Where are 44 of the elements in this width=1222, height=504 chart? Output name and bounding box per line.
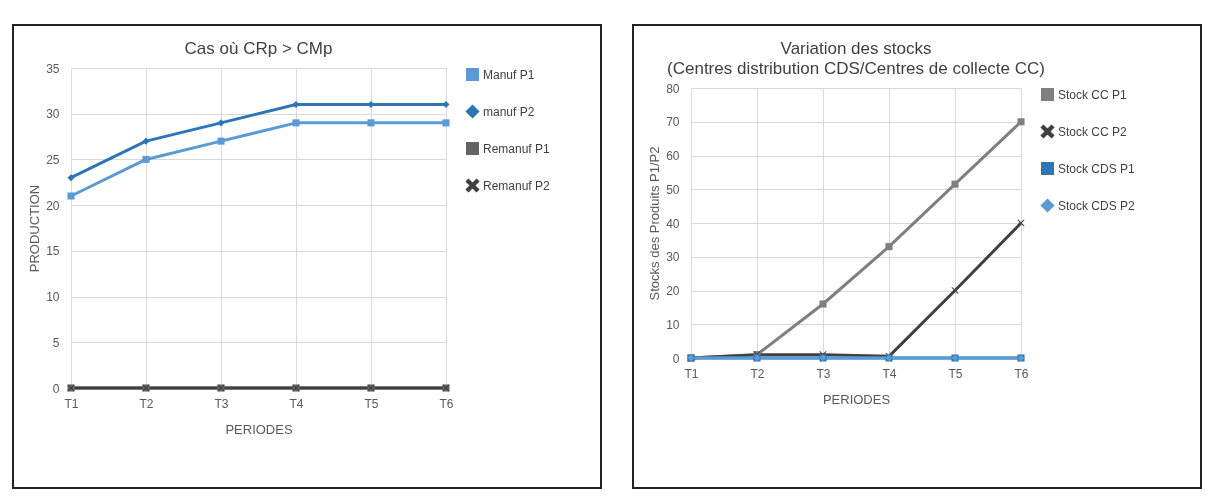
- x-axis-title: PERIODES: [822, 391, 891, 407]
- x-axis-title: PERIODES: [225, 421, 293, 437]
- x-tick-label: T2: [750, 366, 765, 381]
- x-tick-label: T3: [214, 396, 229, 411]
- x-tick-label: T4: [882, 366, 897, 381]
- y-tick-label: 20: [46, 198, 60, 213]
- legend-label: Manuf P1: [483, 67, 535, 82]
- x-tick-label: T1: [64, 396, 79, 411]
- y-tick-label: 35: [46, 61, 60, 76]
- y-tick-label: 0: [52, 381, 60, 396]
- x-tick-label: T1: [684, 366, 699, 381]
- y-tick-label: 20: [666, 284, 680, 298]
- x-tick-label: T2: [139, 396, 154, 411]
- x-tick-label: T6: [439, 396, 454, 411]
- legend-label: manuf P2: [483, 104, 535, 119]
- y-tick-label: 5: [52, 335, 60, 350]
- legend-label: Stock CC P1: [1058, 87, 1128, 102]
- y-tick-label: 80: [666, 81, 680, 96]
- y-tick-label: 70: [666, 115, 680, 130]
- y-axis-title: PRODUCTION: [27, 184, 43, 273]
- chart-subtitle: (Centres distribution CDS/Centres de collecte CC): [667, 59, 1045, 78]
- x-tick-label: T4: [289, 396, 304, 411]
- legend-label: Remanuf P1: [483, 141, 551, 156]
- y-tick-label: 30: [666, 250, 680, 265]
- y-tick-label: 60: [666, 149, 680, 163]
- y-tick-label: 50: [666, 182, 680, 197]
- chart-title: Cas où CRp > CMp: [184, 39, 333, 58]
- x-tick-label: T5: [364, 396, 379, 411]
- legend-label: Stock CC P2: [1058, 124, 1128, 139]
- chart-title: Variation des stocks: [780, 39, 932, 58]
- x-tick-label: T5: [948, 366, 963, 381]
- y-tick-label: 10: [666, 317, 680, 332]
- y-tick-label: 10: [46, 290, 60, 305]
- x-tick-label: T6: [1014, 366, 1029, 381]
- legend-label: Remanuf P2: [483, 178, 551, 193]
- legend-label: Stock CDS P2: [1058, 198, 1136, 213]
- y-tick-label: 40: [666, 216, 680, 231]
- x-tick-label: T3: [816, 366, 831, 381]
- y-tick-label: 30: [46, 107, 60, 122]
- legend-label: Stock CDS P1: [1058, 161, 1136, 176]
- y-tick-label: 0: [672, 351, 680, 366]
- y-tick-label: 25: [46, 152, 60, 167]
- y-tick-label: 15: [46, 244, 60, 259]
- y-axis-title: Stocks des Produits P1/P2: [647, 146, 663, 301]
